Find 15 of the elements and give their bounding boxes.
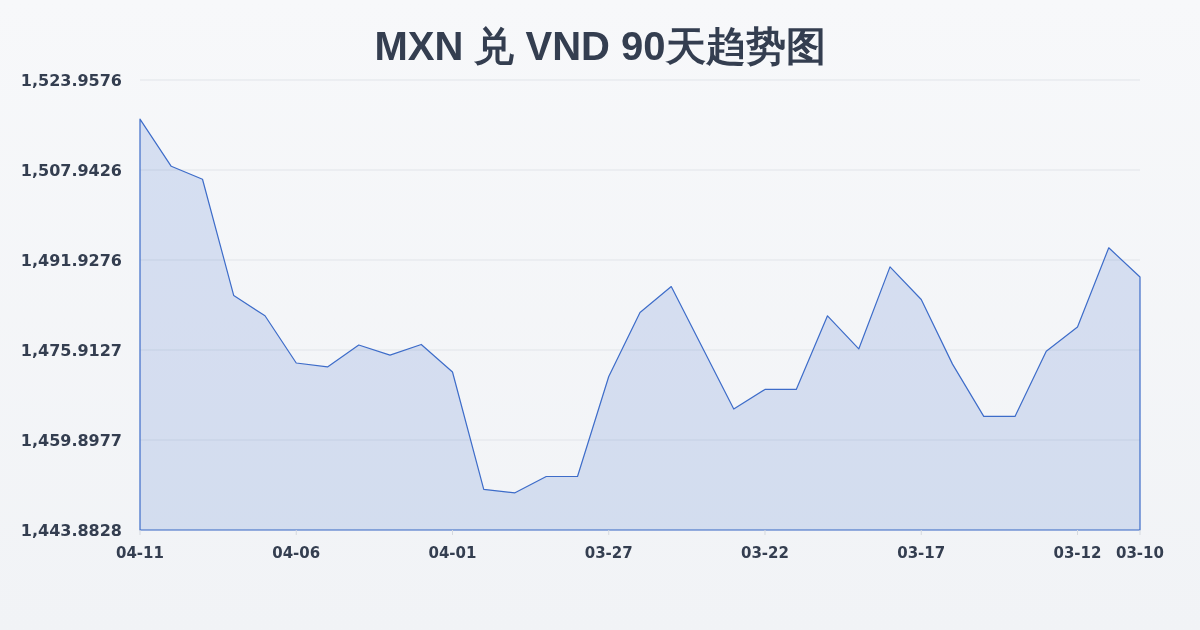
- x-tick-label: 04-01: [428, 544, 477, 562]
- x-tick-label: 03-12: [1053, 544, 1102, 562]
- y-tick-label: 1,475.9127: [20, 340, 122, 360]
- x-tick-label: 03-27: [584, 544, 633, 562]
- y-tick-label: 1,507.9426: [20, 160, 122, 180]
- x-tick-label: 03-17: [897, 544, 946, 562]
- y-tick-label: 1,443.8828: [20, 520, 122, 540]
- x-tick-label: 04-06: [272, 544, 321, 562]
- y-tick-label: 1,523.9576: [20, 70, 122, 90]
- x-tick-label: 03-22: [741, 544, 789, 562]
- y-tick-label: 1,491.9276: [20, 250, 122, 270]
- x-tick-label: 04-11: [116, 544, 164, 562]
- chart-title: MXN 兑 VND 90天趋势图: [374, 24, 826, 68]
- x-tick-label: 03-10: [1116, 544, 1164, 562]
- y-tick-label: 1,459.8977: [20, 430, 122, 450]
